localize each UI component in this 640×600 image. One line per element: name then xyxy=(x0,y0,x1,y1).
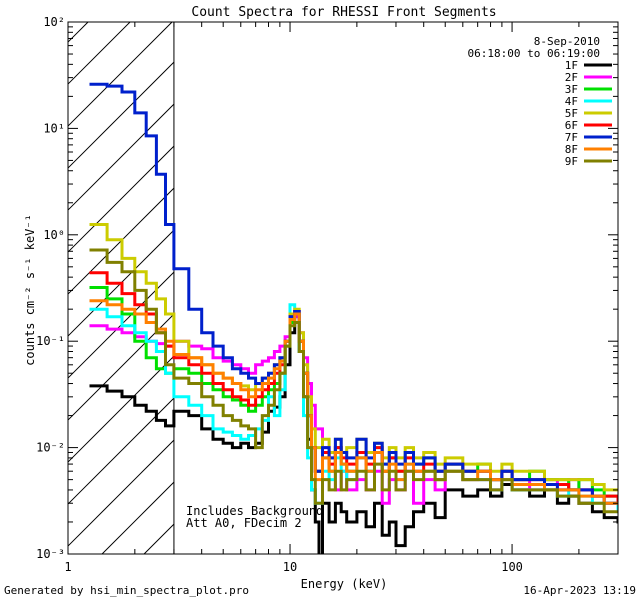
series-lines xyxy=(89,82,618,554)
hatch-line-3 xyxy=(68,61,175,169)
hatch-line-1 xyxy=(68,22,131,85)
plot-date: 8-Sep-2010 xyxy=(534,35,600,48)
annotation-attenuator: Att A0, FDecim 2 xyxy=(186,516,302,530)
legend-label-8F: 8F xyxy=(565,143,578,156)
x-tick-label-2: 100 xyxy=(501,560,523,574)
x-tick-label-1: 10 xyxy=(283,560,297,574)
legend-label-7F: 7F xyxy=(565,131,578,144)
hatch-line-13 xyxy=(101,481,175,554)
series-9F xyxy=(89,248,618,514)
legend-label-9F: 9F xyxy=(565,155,578,168)
legend-label-4F: 4F xyxy=(565,95,578,108)
x-tick-label-0: 1 xyxy=(64,560,71,574)
background-hatch-region xyxy=(68,22,175,554)
hatch-line-12 xyxy=(68,439,175,547)
x-axis-label: Energy (keV) xyxy=(301,577,388,591)
annotation-background: Includes Background xyxy=(186,504,323,518)
legend-label-6F: 6F xyxy=(565,119,578,132)
y-tick-labels: 10⁻³ 10⁻² 10⁻¹ 10⁰ 10¹ 10² xyxy=(36,15,65,561)
y-tick-label-4: 10¹ xyxy=(43,121,65,135)
y-tick-label-5: 10² xyxy=(43,15,65,29)
y-tick-label-3: 10⁰ xyxy=(43,228,65,242)
hatch-line-4 xyxy=(68,103,175,211)
y-tick-label-0: 10⁻³ xyxy=(36,547,65,561)
legend-label-5F: 5F xyxy=(565,107,578,120)
y-tick-label-2: 10⁻¹ xyxy=(36,334,65,348)
plot-frame xyxy=(67,21,619,555)
y-tick-label-1: 10⁻² xyxy=(36,441,65,455)
footer-generated-by: Generated by hsi_min_spectra_plot.pro xyxy=(4,584,249,597)
axis-ticks xyxy=(67,22,619,555)
y-axis-label: counts cm⁻² s⁻¹ keV⁻¹ xyxy=(23,214,37,366)
chart-title: Count Spectra for RHESSI Front Segments xyxy=(191,5,496,20)
hatch-line-2 xyxy=(68,22,173,127)
series-7F xyxy=(89,82,618,505)
hatch-line-11 xyxy=(68,397,175,505)
hatch-line-5 xyxy=(68,145,175,253)
hatch-line-14 xyxy=(143,523,175,554)
legend-label-1F: 1F xyxy=(565,59,578,72)
legend-label-3F: 3F xyxy=(565,83,578,96)
footer-timestamp: 16-Apr-2023 13:19 xyxy=(523,584,636,597)
legend-label-2F: 2F xyxy=(565,71,578,84)
series-8F xyxy=(89,299,618,505)
x-tick-labels: 1 10 100 xyxy=(64,560,523,574)
plot-time-range: 06:18:00 to 06:19:00 xyxy=(468,47,600,60)
hatch-line-10 xyxy=(68,355,175,463)
